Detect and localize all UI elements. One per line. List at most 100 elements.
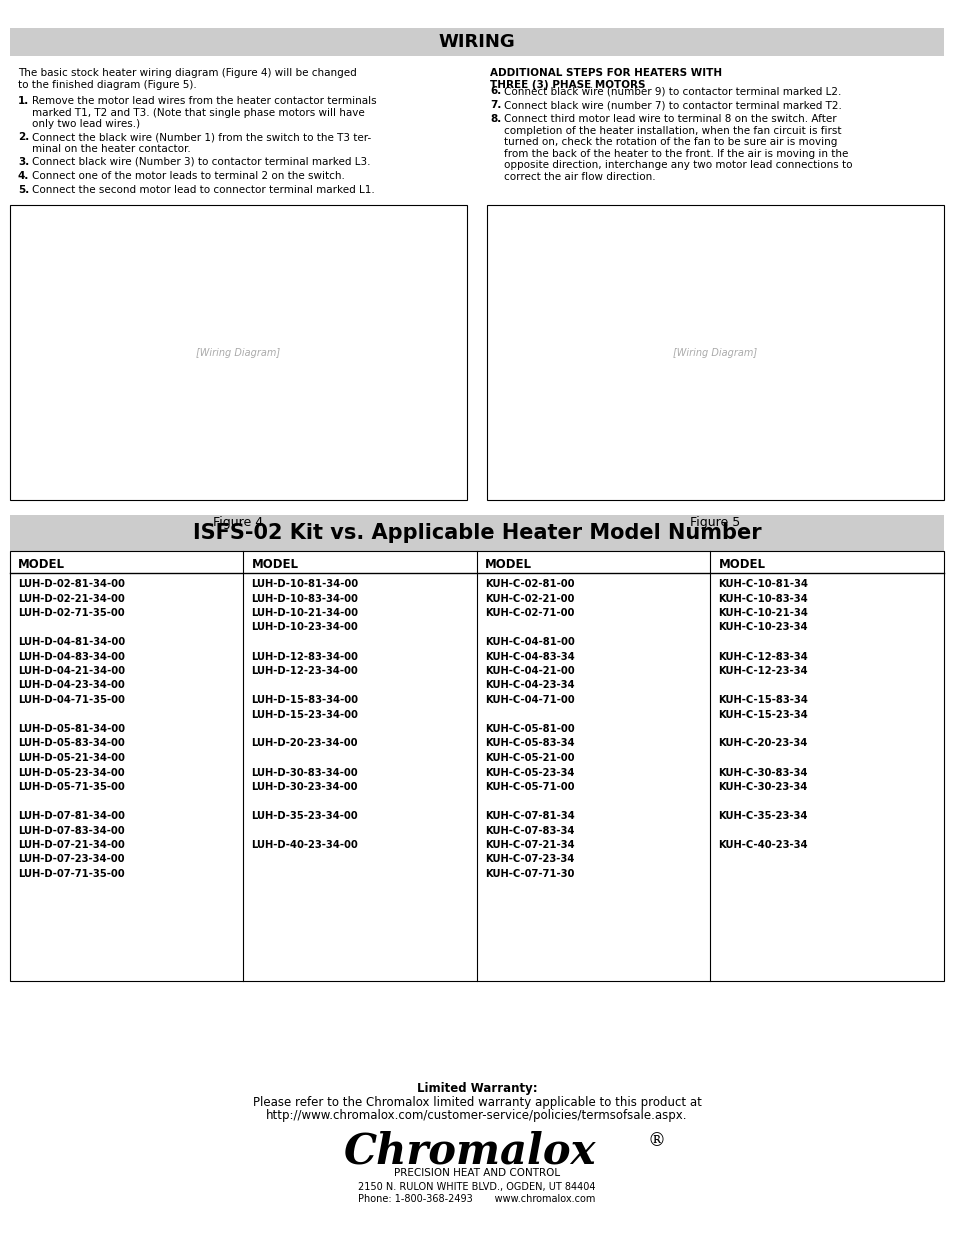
Text: KUH-C-05-23-34: KUH-C-05-23-34 [484,767,574,778]
Text: LUH-D-02-71-35-00: LUH-D-02-71-35-00 [18,608,125,618]
Text: KUH-C-05-81-00: KUH-C-05-81-00 [484,724,574,734]
Text: KUH-C-02-71-00: KUH-C-02-71-00 [484,608,574,618]
Text: LUH-D-05-83-34-00: LUH-D-05-83-34-00 [18,739,125,748]
Text: KUH-C-07-81-34: KUH-C-07-81-34 [484,811,574,821]
Text: [Wiring Diagram]: [Wiring Diagram] [196,347,280,357]
Text: MODEL: MODEL [18,557,65,571]
Text: Figure 4: Figure 4 [213,516,263,529]
Text: KUH-C-05-71-00: KUH-C-05-71-00 [484,782,574,792]
Text: LUH-D-15-23-34-00: LUH-D-15-23-34-00 [252,709,358,720]
Text: KUH-C-30-83-34: KUH-C-30-83-34 [718,767,807,778]
Text: Phone: 1-800-368-2493       www.chromalox.com: Phone: 1-800-368-2493 www.chromalox.com [358,1194,595,1204]
Text: LUH-D-35-23-34-00: LUH-D-35-23-34-00 [252,811,357,821]
Text: Connect third motor lead wire to terminal 8 on the switch. After
completion of t: Connect third motor lead wire to termina… [503,114,852,182]
Text: Connect the second motor lead to connector terminal marked L1.: Connect the second motor lead to connect… [32,185,375,195]
Text: KUH-C-07-83-34: KUH-C-07-83-34 [484,825,574,836]
Text: KUH-C-05-83-34: KUH-C-05-83-34 [484,739,574,748]
Text: Remove the motor lead wires from the heater contactor terminals
marked T1, T2 an: Remove the motor lead wires from the hea… [32,96,376,130]
Text: LUH-D-05-71-35-00: LUH-D-05-71-35-00 [18,782,125,792]
Text: KUH-C-05-21-00: KUH-C-05-21-00 [484,753,574,763]
Bar [10,551,943,981]
Text: LUH-D-10-23-34-00: LUH-D-10-23-34-00 [252,622,358,632]
Text: Chromalox: Chromalox [343,1130,596,1172]
Text: KUH-C-10-81-34: KUH-C-10-81-34 [718,579,807,589]
Text: KUH-C-07-21-34: KUH-C-07-21-34 [484,840,574,850]
Text: KUH-C-04-23-34: KUH-C-04-23-34 [484,680,574,690]
Text: Figure 5: Figure 5 [690,516,740,529]
Text: KUH-C-10-21-34: KUH-C-10-21-34 [718,608,807,618]
Text: LUH-D-07-23-34-00: LUH-D-07-23-34-00 [18,855,125,864]
Text: LUH-D-12-83-34-00: LUH-D-12-83-34-00 [252,652,358,662]
Text: LUH-D-20-23-34-00: LUH-D-20-23-34-00 [252,739,357,748]
Text: Limited Warranty:: Limited Warranty: [416,1082,537,1095]
Text: MODEL: MODEL [718,557,764,571]
Text: Connect black wire (number 7) to contactor terminal marked T2.: Connect black wire (number 7) to contact… [503,100,841,110]
Text: LUH-D-04-83-34-00: LUH-D-04-83-34-00 [18,652,125,662]
Text: KUH-C-02-81-00: KUH-C-02-81-00 [484,579,574,589]
Text: Connect one of the motor leads to terminal 2 on the switch.: Connect one of the motor leads to termin… [32,170,345,182]
Text: ADDITIONAL STEPS FOR HEATERS WITH
THREE (3) PHASE MOTORS: ADDITIONAL STEPS FOR HEATERS WITH THREE … [490,68,721,90]
Text: MODEL: MODEL [484,557,532,571]
Text: MODEL: MODEL [252,557,298,571]
Text: 8.: 8. [490,114,500,124]
Text: [Wiring Diagram]: [Wiring Diagram] [673,347,757,357]
Text: KUH-C-10-23-34: KUH-C-10-23-34 [718,622,807,632]
Text: KUH-C-20-23-34: KUH-C-20-23-34 [718,739,807,748]
Text: 5.: 5. [18,185,30,195]
Text: LUH-D-07-81-34-00: LUH-D-07-81-34-00 [18,811,125,821]
Text: Connect black wire (number 9) to contactor terminal marked L2.: Connect black wire (number 9) to contact… [503,86,841,96]
Bar [10,515,943,551]
Text: LUH-D-07-83-34-00: LUH-D-07-83-34-00 [18,825,125,836]
Text: KUH-C-12-83-34: KUH-C-12-83-34 [718,652,807,662]
Text: KUH-C-07-23-34: KUH-C-07-23-34 [484,855,574,864]
Bar [486,205,943,500]
Text: KUH-C-12-23-34: KUH-C-12-23-34 [718,666,807,676]
Text: KUH-C-35-23-34: KUH-C-35-23-34 [718,811,807,821]
Text: LUH-D-40-23-34-00: LUH-D-40-23-34-00 [252,840,358,850]
Text: KUH-C-15-83-34: KUH-C-15-83-34 [718,695,807,705]
Text: 4.: 4. [18,170,30,182]
Text: KUH-C-04-21-00: KUH-C-04-21-00 [484,666,574,676]
Text: LUH-D-10-21-34-00: LUH-D-10-21-34-00 [252,608,358,618]
Text: LUH-D-05-21-34-00: LUH-D-05-21-34-00 [18,753,125,763]
Bar [10,205,467,500]
Text: LUH-D-15-83-34-00: LUH-D-15-83-34-00 [252,695,358,705]
Text: KUH-C-04-81-00: KUH-C-04-81-00 [484,637,574,647]
Text: LUH-D-04-81-34-00: LUH-D-04-81-34-00 [18,637,125,647]
Text: Please refer to the Chromalox limited warranty applicable to this product at: Please refer to the Chromalox limited wa… [253,1095,700,1109]
Text: Connect black wire (Number 3) to contactor terminal marked L3.: Connect black wire (Number 3) to contact… [32,157,370,167]
Text: LUH-D-04-23-34-00: LUH-D-04-23-34-00 [18,680,125,690]
Text: LUH-D-04-71-35-00: LUH-D-04-71-35-00 [18,695,125,705]
Text: LUH-D-05-23-34-00: LUH-D-05-23-34-00 [18,767,125,778]
Text: 6.: 6. [490,86,500,96]
Text: LUH-D-05-81-34-00: LUH-D-05-81-34-00 [18,724,125,734]
Text: The basic stock heater wiring diagram (Figure 4) will be changed
to the finished: The basic stock heater wiring diagram (F… [18,68,356,90]
Text: KUH-C-04-71-00: KUH-C-04-71-00 [484,695,574,705]
Text: http://www.chromalox.com/customer-service/policies/termsofsale.aspx.: http://www.chromalox.com/customer-servic… [266,1109,687,1123]
Text: KUH-C-02-21-00: KUH-C-02-21-00 [484,594,574,604]
Text: ISFS-02 Kit vs. Applicable Heater Model Number: ISFS-02 Kit vs. Applicable Heater Model … [193,522,760,543]
Text: 3.: 3. [18,157,30,167]
Bar [10,28,943,56]
Text: LUH-D-07-71-35-00: LUH-D-07-71-35-00 [18,869,125,879]
Text: LUH-D-12-23-34-00: LUH-D-12-23-34-00 [252,666,358,676]
Text: KUH-C-10-83-34: KUH-C-10-83-34 [718,594,807,604]
Text: PRECISION HEAT AND CONTROL: PRECISION HEAT AND CONTROL [394,1168,559,1178]
Text: Connect the black wire (Number 1) from the switch to the T3 ter-
minal on the he: Connect the black wire (Number 1) from t… [32,132,371,153]
Text: ®: ® [647,1132,665,1150]
Text: LUH-D-07-21-34-00: LUH-D-07-21-34-00 [18,840,125,850]
Text: LUH-D-02-81-34-00: LUH-D-02-81-34-00 [18,579,125,589]
Text: KUH-C-07-71-30: KUH-C-07-71-30 [484,869,574,879]
Text: LUH-D-30-23-34-00: LUH-D-30-23-34-00 [252,782,357,792]
Text: 2150 N. RULON WHITE BLVD., OGDEN, UT 84404: 2150 N. RULON WHITE BLVD., OGDEN, UT 844… [358,1182,595,1192]
Text: LUH-D-30-83-34-00: LUH-D-30-83-34-00 [252,767,357,778]
Text: LUH-D-02-21-34-00: LUH-D-02-21-34-00 [18,594,125,604]
Text: KUH-C-40-23-34: KUH-C-40-23-34 [718,840,807,850]
Text: WIRING: WIRING [438,33,515,51]
Text: LUH-D-10-83-34-00: LUH-D-10-83-34-00 [252,594,358,604]
Text: KUH-C-30-23-34: KUH-C-30-23-34 [718,782,807,792]
Text: 2.: 2. [18,132,30,142]
Text: KUH-C-04-83-34: KUH-C-04-83-34 [484,652,574,662]
Text: 1.: 1. [18,96,30,106]
Text: KUH-C-15-23-34: KUH-C-15-23-34 [718,709,807,720]
